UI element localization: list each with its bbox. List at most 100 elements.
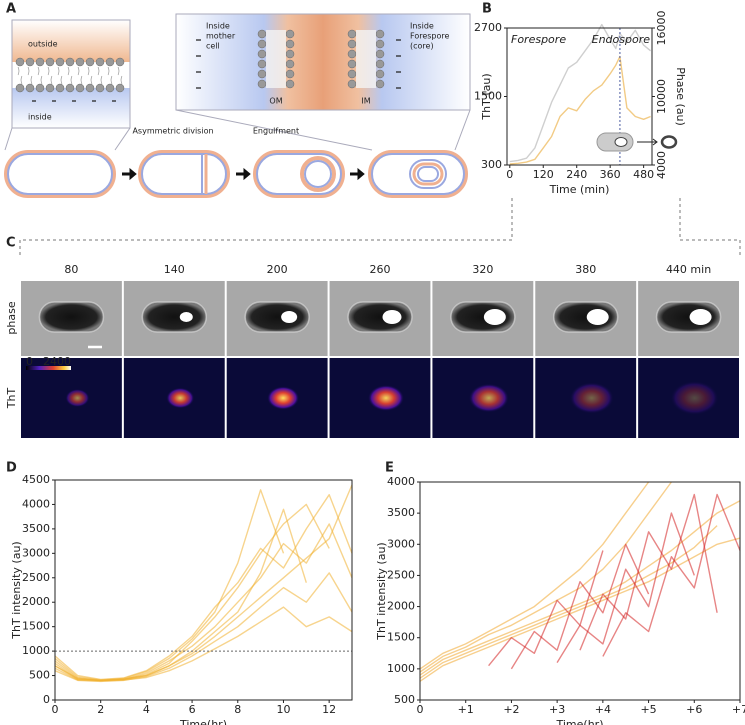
spore xyxy=(281,311,298,323)
data-line xyxy=(54,484,353,682)
y-tick-label: 4500 xyxy=(22,473,50,486)
spore xyxy=(689,309,712,325)
y-tick-label: 4000 xyxy=(22,497,50,510)
data-line xyxy=(54,606,353,682)
panel-label: C xyxy=(6,236,16,251)
label-mother: cell xyxy=(206,42,220,51)
annotation: Forespore xyxy=(511,33,566,46)
data-line xyxy=(54,508,307,682)
tht-signal xyxy=(267,386,300,410)
label-engulfment: Engulfment xyxy=(253,127,299,136)
microscopy: 80 140 200 260 320 380 440 min 0 2400 phase ThT xyxy=(5,263,739,438)
x-tick-label: 480 xyxy=(633,168,654,181)
plot-frame xyxy=(506,27,653,166)
cell xyxy=(347,301,413,333)
tht-signal xyxy=(670,381,719,415)
row-label: phase xyxy=(5,301,18,334)
inset-membrane: outside inside xyxy=(4,19,131,151)
y-tick-label: 2500 xyxy=(387,568,415,581)
y-tick-label: 2500 xyxy=(22,571,50,584)
x-tick-label: +1 xyxy=(458,703,474,716)
colorbar-label: 2400 xyxy=(43,355,71,368)
y-tick-label: 3500 xyxy=(22,522,50,535)
y-tick-label: 1500 xyxy=(387,631,415,644)
y-tick-label: 500 xyxy=(29,669,50,682)
data-line xyxy=(509,55,651,165)
y-axis-label: ThT (au) xyxy=(480,73,493,120)
x-tick-label: 120 xyxy=(533,168,554,181)
y-tick-label: 0 xyxy=(43,693,50,706)
colorbar xyxy=(26,366,71,370)
cell-stages: Asymmetric division Engulfment xyxy=(4,127,468,198)
x-axis-label: Time(hr) xyxy=(556,718,604,725)
cell xyxy=(244,301,310,333)
label-forespore: (core) xyxy=(410,42,434,51)
time-label: 440 min xyxy=(666,263,711,276)
inset-endospore xyxy=(660,135,678,149)
tht-signal xyxy=(468,383,509,413)
label-inside: inside xyxy=(28,113,52,122)
row-label: ThT xyxy=(5,388,18,410)
label-mother: Inside xyxy=(206,22,230,31)
x-tick-label: 0 xyxy=(417,703,424,716)
data-line xyxy=(419,481,672,673)
label-division: Asymmetric division xyxy=(132,127,213,136)
tht-signal xyxy=(166,387,195,409)
x-tick-label: 2 xyxy=(97,703,104,716)
y-tick-label: 3500 xyxy=(387,506,415,519)
label-om: OM xyxy=(269,97,282,106)
data-line xyxy=(510,543,650,670)
cell xyxy=(552,301,619,333)
x-tick-label: 12 xyxy=(322,703,336,716)
label-forespore: Forespore xyxy=(410,32,450,41)
cell xyxy=(38,301,105,333)
y2-tick-label: 4000 xyxy=(655,151,668,179)
inset-spore xyxy=(614,137,628,147)
y-tick-label: 300 xyxy=(481,158,502,171)
spore xyxy=(382,310,402,324)
x-tick-label: 0 xyxy=(506,168,513,181)
label-mother: mother xyxy=(206,32,236,41)
label-outside: outside xyxy=(28,40,58,49)
x-tick-label: +6 xyxy=(686,703,702,716)
time-label: 140 xyxy=(164,263,185,276)
panel-label: A xyxy=(6,2,16,17)
spore xyxy=(483,309,506,325)
data-line xyxy=(488,550,604,667)
y-tick-label: 2000 xyxy=(22,595,50,608)
data-line xyxy=(54,523,353,682)
data-line xyxy=(54,489,285,681)
y2-axis-label: Phase (au) xyxy=(674,67,687,126)
y-tick-label: 3000 xyxy=(387,537,415,550)
data-line xyxy=(419,481,650,670)
y2-tick-label: 10000 xyxy=(655,79,668,114)
x-axis-label: Time(hr) xyxy=(179,718,227,725)
y-tick-label: 1000 xyxy=(22,644,50,657)
x-tick-label: +7 xyxy=(732,703,745,716)
data-line xyxy=(54,494,353,681)
x-tick-label: +3 xyxy=(549,703,565,716)
spore xyxy=(179,312,193,322)
cell xyxy=(450,301,516,333)
tht-signal xyxy=(569,382,614,414)
x-tick-label: +5 xyxy=(640,703,656,716)
annotation: Endospore xyxy=(592,33,651,46)
time-label: 380 xyxy=(575,263,596,276)
y-tick-label: 1500 xyxy=(22,620,50,633)
x-tick-label: 240 xyxy=(566,168,587,181)
y-tick-label: 1000 xyxy=(387,662,415,675)
time-label: 320 xyxy=(472,263,493,276)
panel-label: D xyxy=(6,461,17,476)
colorbar-label: 0 xyxy=(26,355,33,368)
x-tick-label: 10 xyxy=(276,703,290,716)
panel-label: E xyxy=(385,461,394,476)
y-tick-label: 3000 xyxy=(22,546,50,559)
y-tick-label: 4000 xyxy=(387,475,415,488)
panel-label: B xyxy=(482,2,492,17)
data-line xyxy=(54,572,353,683)
data-line xyxy=(602,493,741,657)
x-tick-label: +2 xyxy=(503,703,519,716)
data-line xyxy=(419,525,718,679)
plot-frame xyxy=(54,479,353,701)
